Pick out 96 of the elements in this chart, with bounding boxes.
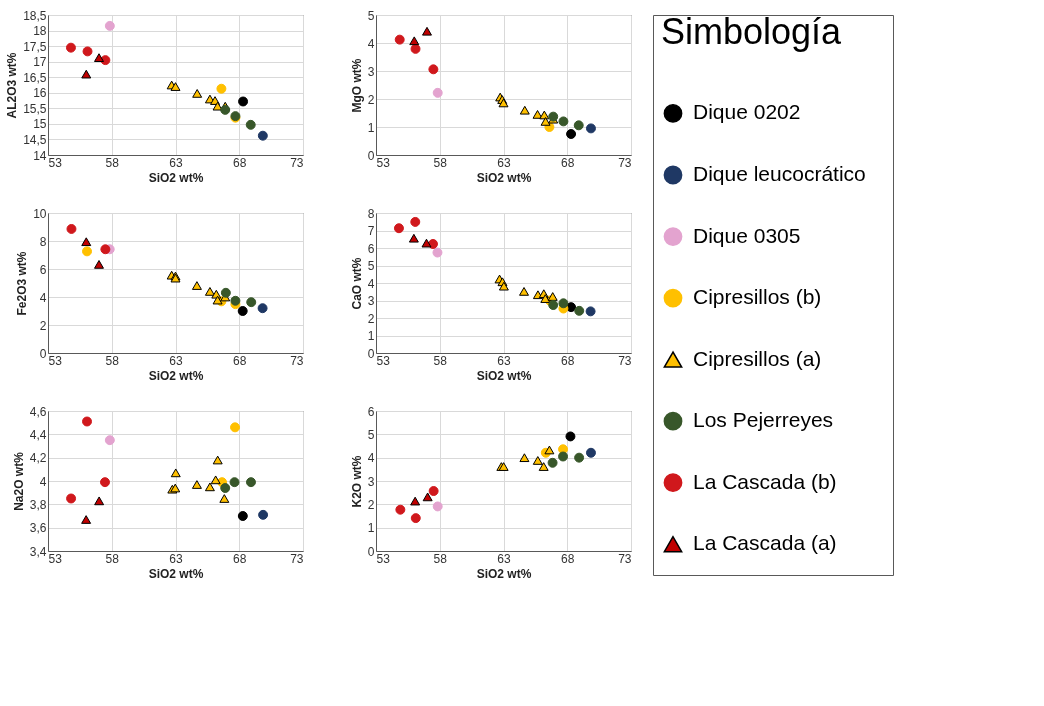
x-tick-label: 73 bbox=[290, 551, 304, 566]
y-tick-label: 0 bbox=[367, 544, 375, 559]
x-tick-label: 73 bbox=[618, 155, 632, 170]
y-axis-title: Fe2O3 wt% bbox=[15, 251, 30, 316]
y-tick-label: 7 bbox=[367, 224, 375, 238]
x-axis-title: SiO2 wt% bbox=[476, 368, 532, 383]
x-tick-label: 53 bbox=[48, 353, 63, 368]
y-tick-label: 1 bbox=[367, 120, 375, 135]
x-tick-label: 63 bbox=[497, 353, 511, 368]
x-axis-title: SiO2 wt% bbox=[476, 566, 532, 581]
y-tick-label: 1 bbox=[367, 521, 375, 536]
y-tick-label: 16 bbox=[33, 86, 47, 101]
y-tick-label: 3,6 bbox=[29, 521, 47, 536]
y-tick-label: 2 bbox=[39, 318, 47, 333]
y-tick-label: 17,5 bbox=[23, 39, 47, 54]
y-tick-label: 6 bbox=[367, 241, 375, 256]
y-tick-label: 0 bbox=[39, 346, 47, 361]
y-tick-label: 3 bbox=[367, 294, 375, 308]
x-axis-title: SiO2 wt% bbox=[148, 566, 204, 581]
x-tick-label: 68 bbox=[233, 353, 247, 368]
x-tick-label: 68 bbox=[233, 551, 247, 566]
y-tick-label: 4,6 bbox=[29, 404, 47, 419]
y-tick-label: 4 bbox=[367, 276, 375, 291]
y-tick-label: 5 bbox=[367, 427, 375, 442]
x-axis-title: SiO2 wt% bbox=[476, 170, 532, 185]
legend-label: Cipresillos (a) bbox=[693, 346, 822, 370]
legend-label: Dique leucocrático bbox=[693, 162, 866, 185]
y-tick-label: 10 bbox=[33, 206, 47, 221]
y-tick-label: 4 bbox=[39, 290, 47, 305]
legend-label: Los Pejerreyes bbox=[693, 408, 834, 432]
y-axis-title: AL2O3 wt% bbox=[5, 52, 20, 119]
legend-label: La Cascada (b) bbox=[693, 469, 837, 493]
x-tick-label: 58 bbox=[105, 155, 120, 170]
legend-title: Simbología bbox=[661, 11, 843, 53]
x-tick-label: 53 bbox=[48, 155, 63, 170]
y-axis-title: K2O wt% bbox=[349, 455, 364, 508]
y-tick-label: 18 bbox=[33, 24, 47, 39]
y-tick-label: 0 bbox=[367, 346, 375, 361]
y-tick-label: 8 bbox=[367, 206, 375, 221]
legend-label: Dique 0305 bbox=[693, 223, 801, 247]
x-tick-label: 58 bbox=[433, 353, 448, 368]
legend-label: Cipresillos (b) bbox=[693, 285, 822, 309]
y-tick-label: 16,5 bbox=[23, 70, 47, 85]
y-tick-label: 2 bbox=[367, 311, 375, 326]
y-tick-label: 2 bbox=[367, 92, 375, 107]
x-tick-label: 53 bbox=[376, 155, 391, 170]
x-tick-label: 73 bbox=[618, 551, 632, 566]
x-tick-label: 63 bbox=[169, 155, 183, 170]
x-tick-label: 58 bbox=[433, 155, 448, 170]
x-tick-label: 53 bbox=[48, 551, 63, 566]
y-tick-label: 2 bbox=[367, 497, 375, 512]
x-tick-label: 68 bbox=[561, 551, 575, 566]
y-axis-title: Na2O wt% bbox=[11, 451, 26, 511]
y-tick-label: 6 bbox=[367, 404, 375, 419]
y-tick-label: 4,2 bbox=[29, 451, 47, 466]
x-tick-label: 73 bbox=[290, 155, 304, 170]
x-tick-label: 63 bbox=[497, 155, 511, 170]
y-tick-label: 1 bbox=[367, 329, 375, 343]
x-tick-label: 63 bbox=[497, 551, 511, 566]
x-tick-label: 73 bbox=[290, 353, 304, 368]
y-axis-title: CaO wt% bbox=[349, 257, 364, 310]
y-tick-label: 3 bbox=[367, 474, 375, 489]
x-tick-label: 58 bbox=[105, 551, 120, 566]
y-tick-label: 14,5 bbox=[23, 132, 47, 147]
y-tick-label: 3,8 bbox=[29, 497, 47, 512]
y-tick-label: 3 bbox=[367, 64, 375, 79]
x-tick-label: 53 bbox=[376, 551, 391, 566]
x-tick-label: 68 bbox=[561, 155, 575, 170]
y-tick-label: 15 bbox=[33, 117, 47, 132]
y-tick-label: 0 bbox=[367, 148, 375, 163]
y-tick-label: 18,5 bbox=[23, 8, 47, 23]
x-tick-label: 53 bbox=[376, 353, 391, 368]
x-axis-title: SiO2 wt% bbox=[148, 368, 204, 383]
y-tick-label: 6 bbox=[39, 262, 47, 277]
y-tick-label: 5 bbox=[367, 8, 375, 23]
x-tick-label: 63 bbox=[169, 551, 183, 566]
y-tick-label: 4,4 bbox=[29, 427, 47, 442]
x-tick-label: 58 bbox=[433, 551, 448, 566]
x-tick-label: 68 bbox=[561, 353, 575, 368]
x-tick-label: 63 bbox=[169, 353, 183, 368]
y-tick-label: 17 bbox=[33, 55, 47, 70]
x-tick-label: 68 bbox=[233, 155, 247, 170]
y-tick-label: 5 bbox=[367, 259, 375, 273]
x-tick-label: 58 bbox=[105, 353, 120, 368]
x-tick-label: 73 bbox=[618, 353, 632, 368]
y-tick-label: 4 bbox=[367, 451, 375, 466]
y-tick-label: 3,4 bbox=[29, 544, 47, 559]
legend-label: Dique 0202 bbox=[693, 100, 801, 124]
y-tick-label: 14 bbox=[33, 148, 47, 163]
y-tick-label: 4 bbox=[39, 474, 47, 489]
y-axis-title: MgO wt% bbox=[349, 58, 364, 113]
y-tick-label: 15,5 bbox=[23, 101, 47, 116]
y-tick-label: 4 bbox=[367, 36, 375, 51]
x-axis-title: SiO2 wt% bbox=[148, 170, 204, 185]
legend-label: La Cascada (a) bbox=[693, 531, 837, 555]
y-tick-label: 8 bbox=[39, 234, 47, 249]
